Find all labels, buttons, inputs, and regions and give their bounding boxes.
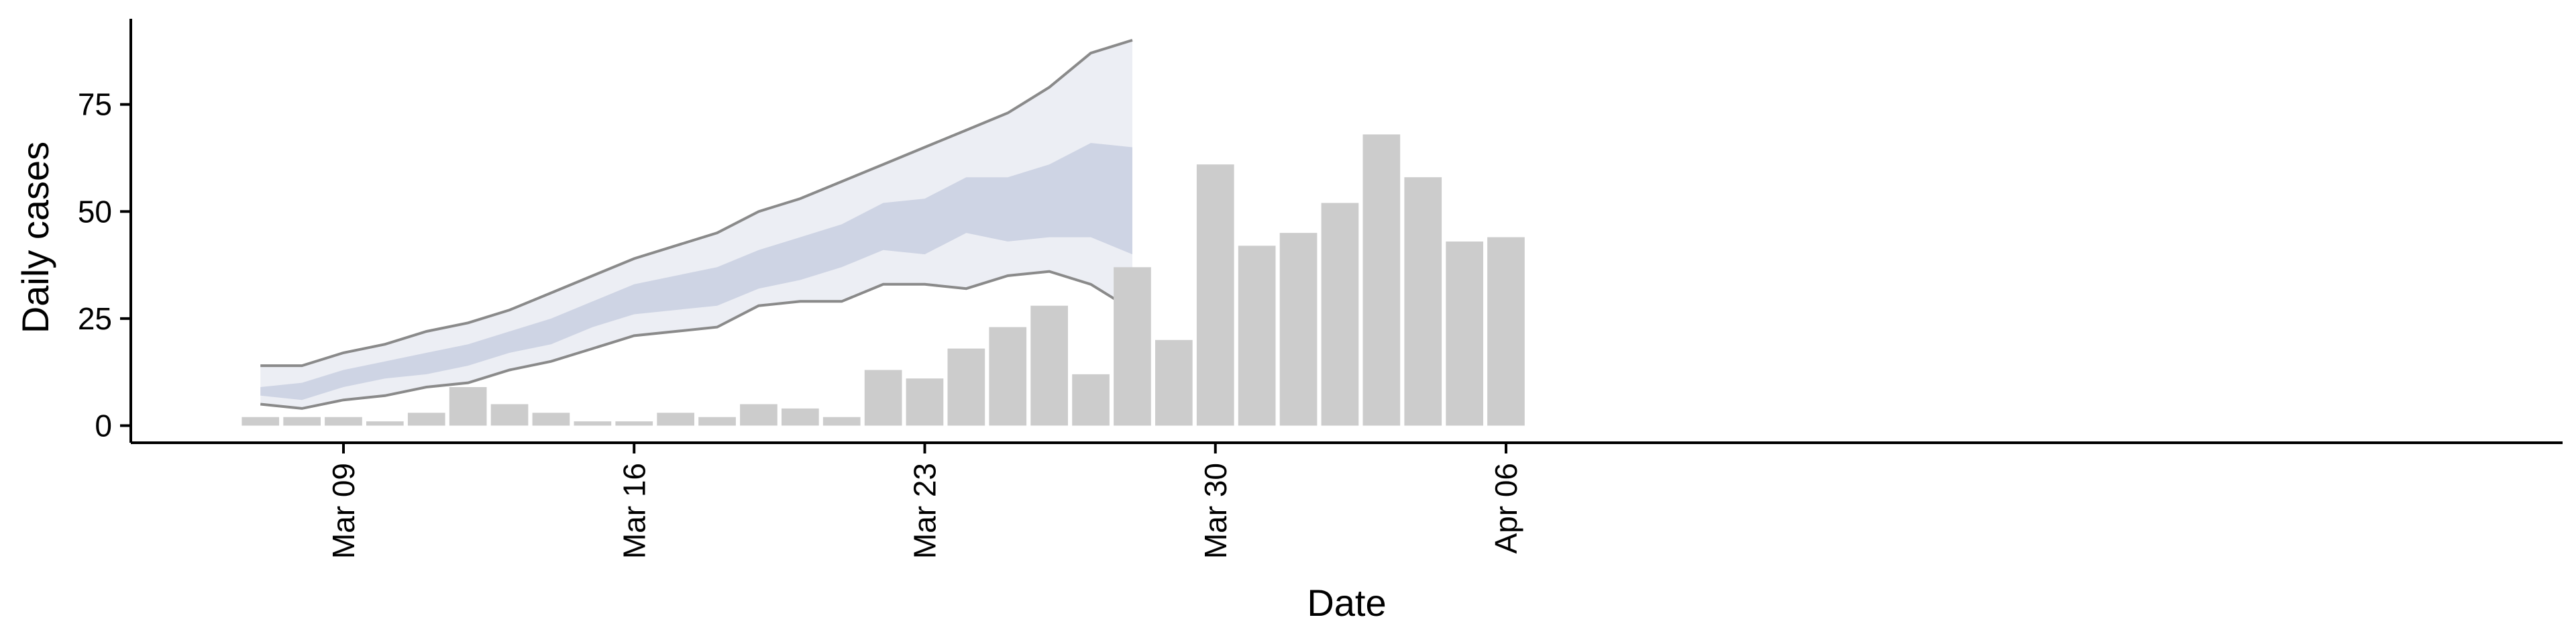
bar	[366, 421, 404, 426]
x-tick-label: Apr 06	[1489, 463, 1523, 554]
bar	[1030, 305, 1068, 426]
bar	[1196, 164, 1234, 426]
x-tick-label: Mar 30	[1198, 463, 1233, 559]
bar	[906, 378, 944, 426]
bar	[1404, 177, 1442, 426]
y-tick-label: 75	[78, 87, 112, 122]
bar	[407, 413, 445, 426]
bar	[325, 417, 362, 426]
bar	[241, 417, 280, 426]
y-tick-label: 0	[95, 408, 112, 443]
bar	[449, 387, 487, 426]
bar	[1072, 374, 1110, 426]
bar	[1114, 267, 1151, 426]
x-axis-title: Date	[1307, 582, 1386, 624]
x-tick-label: Mar 16	[616, 463, 651, 559]
bar	[574, 421, 612, 426]
bar	[1487, 237, 1525, 426]
bar	[1279, 233, 1318, 426]
bars-layer	[241, 134, 1525, 426]
bar	[490, 404, 529, 426]
bar	[947, 348, 985, 426]
bar	[1155, 339, 1193, 426]
y-tick-label: 25	[78, 301, 112, 336]
axes-layer: 0 25 50 75 Mar 09 Mar 16 Mar 23 Mar 30 Apr 06 Dat…	[14, 19, 2563, 624]
forecast-layer	[260, 38, 1134, 410]
bar	[989, 327, 1027, 426]
bar	[1446, 241, 1483, 426]
forecast-upper-line	[260, 38, 1133, 368]
bar	[1362, 134, 1401, 426]
forecast-lower-line	[260, 270, 1134, 410]
forecast-inner-band	[260, 143, 1133, 400]
bar	[532, 413, 570, 426]
bar	[1238, 246, 1276, 426]
x-tick-label: Mar 23	[908, 463, 943, 559]
bar	[740, 404, 777, 426]
y-tick-label: 50	[78, 194, 112, 229]
bar	[864, 370, 902, 426]
bar	[657, 413, 694, 426]
y-axis-title: Daily cases	[14, 142, 56, 333]
bar	[822, 417, 861, 426]
bar	[782, 408, 819, 426]
x-tick-label: Mar 09	[326, 463, 361, 559]
bar	[1321, 203, 1359, 426]
bar	[698, 417, 736, 426]
bar	[615, 421, 653, 426]
bar	[283, 417, 321, 426]
